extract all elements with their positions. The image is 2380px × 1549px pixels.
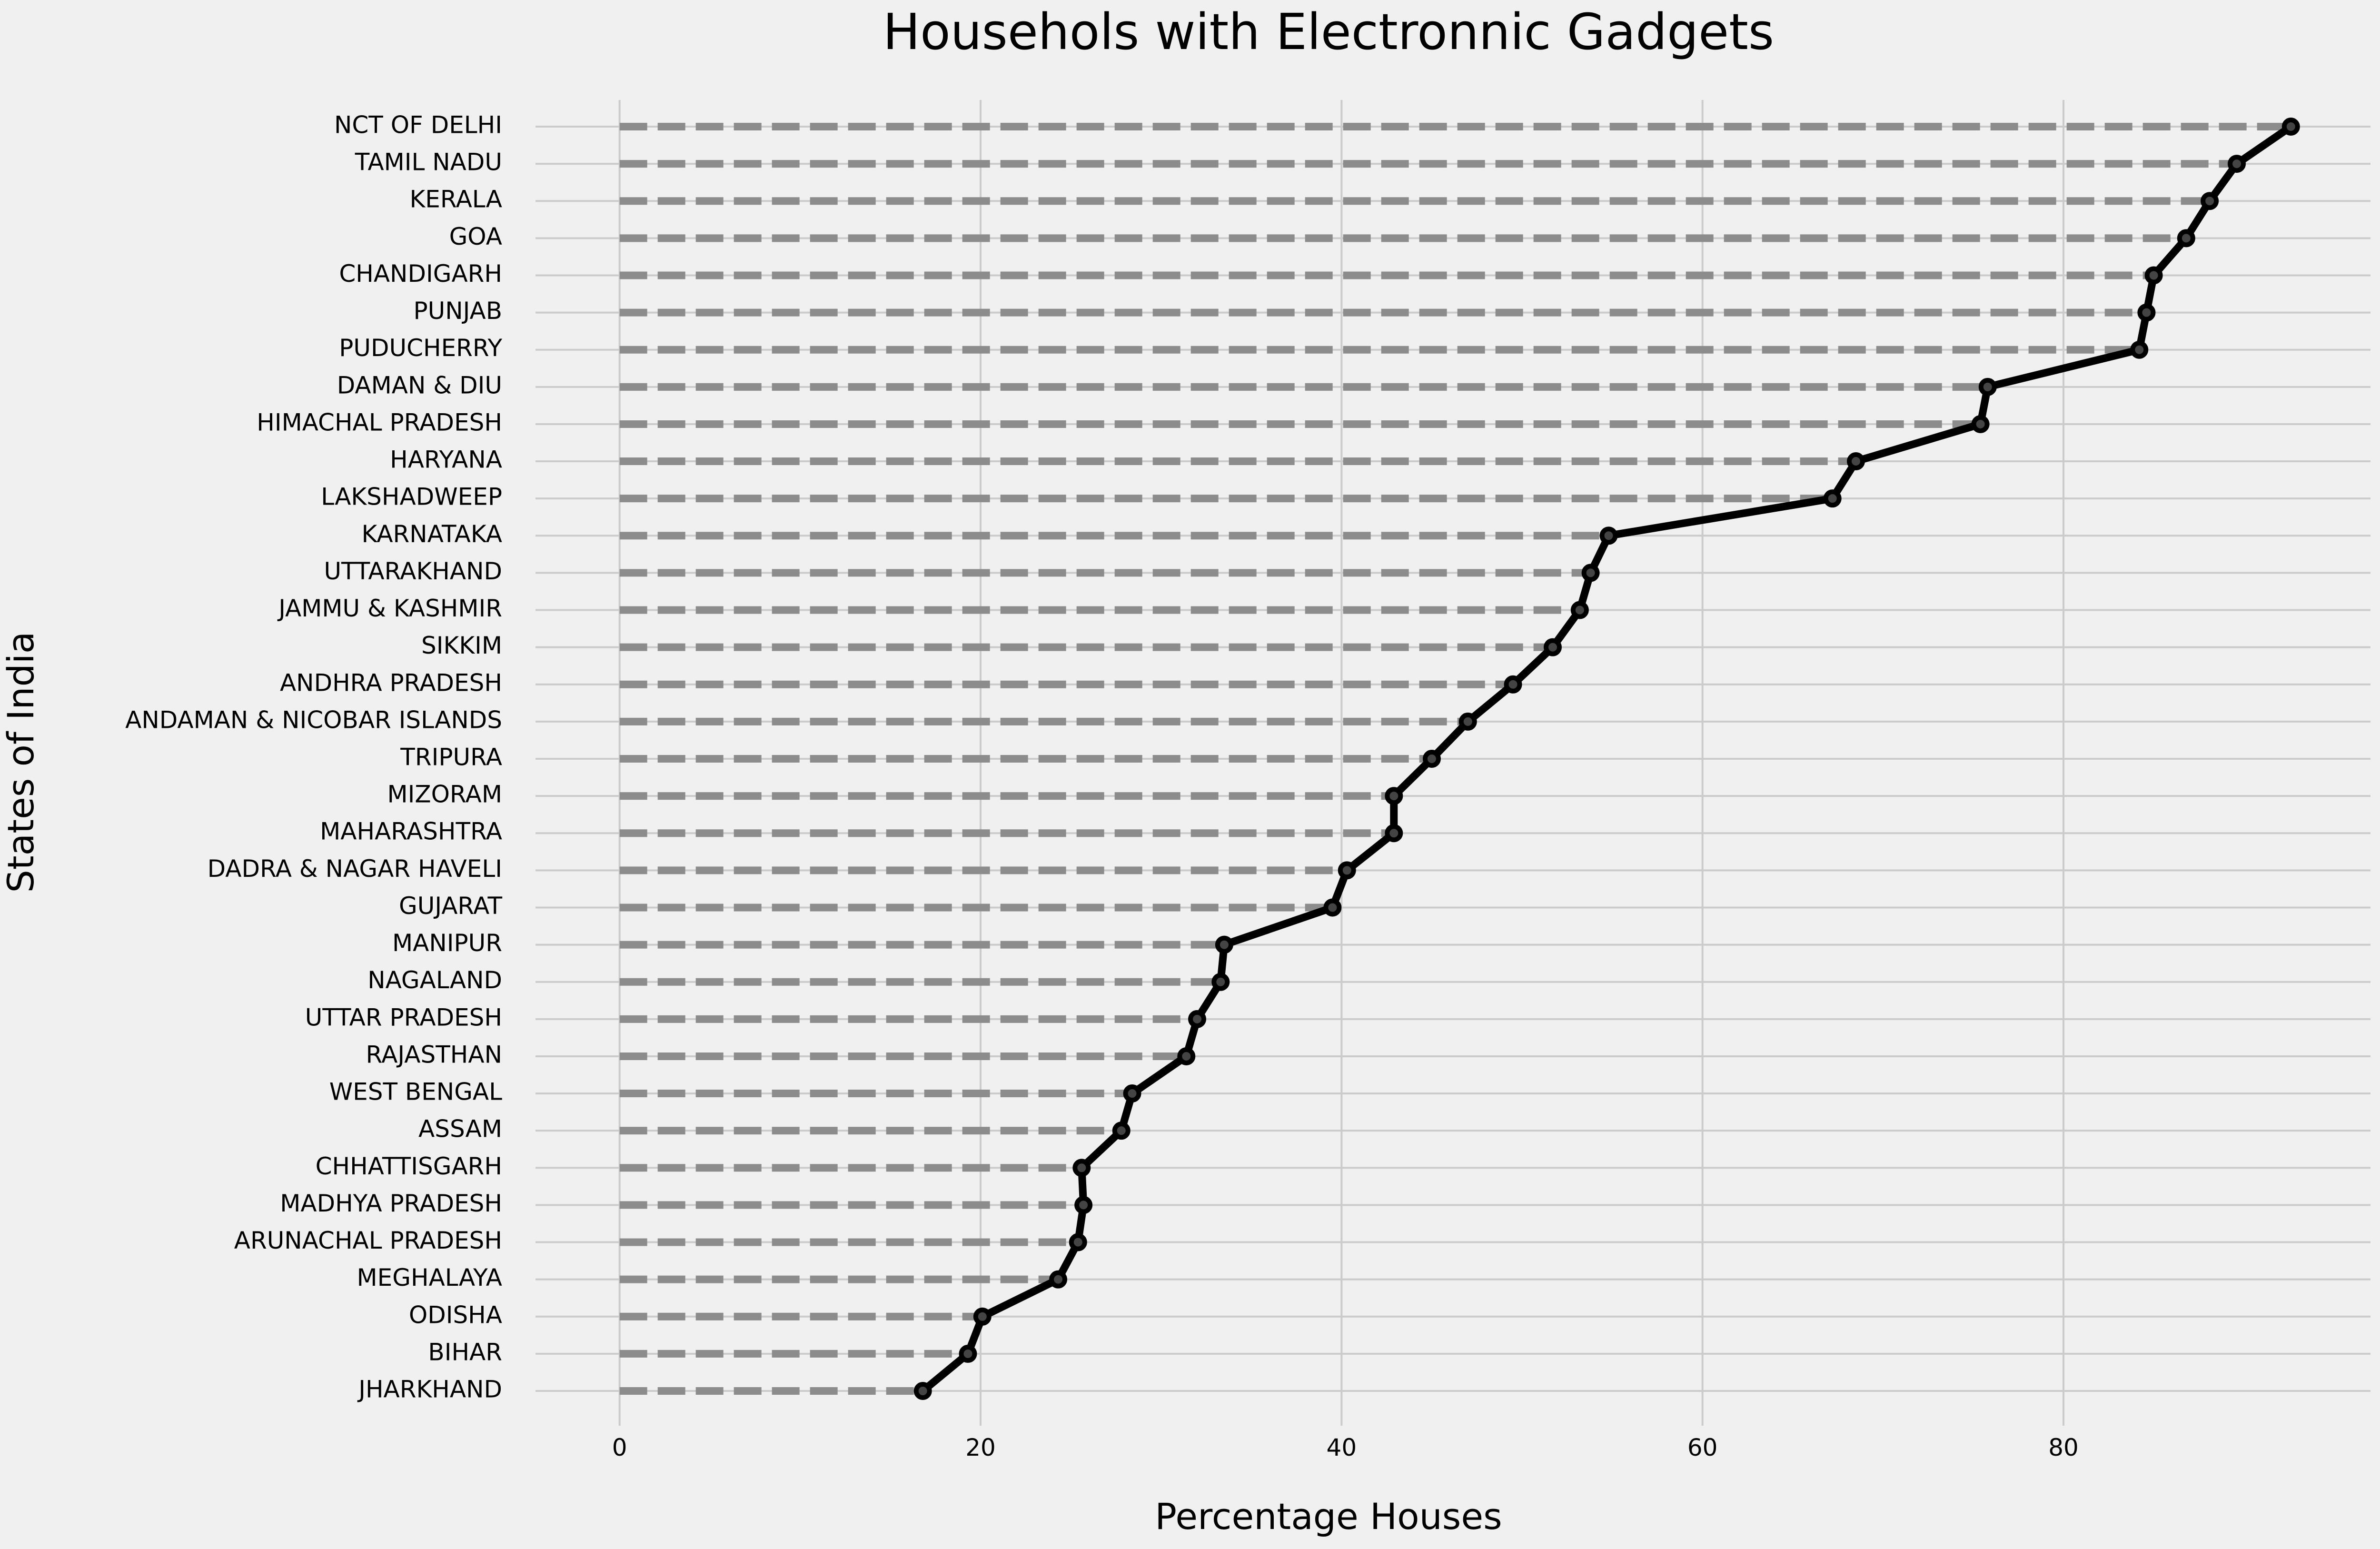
y-tick-label: MEGHALAYA xyxy=(357,1264,502,1291)
data-point xyxy=(1072,1159,1091,1177)
y-tick-label: SIKKIM xyxy=(421,632,502,659)
y-tick-label: MADHYA PRADESH xyxy=(280,1190,502,1217)
data-point xyxy=(1215,935,1233,954)
y-tick-label: UTTARAKHAND xyxy=(324,557,502,585)
data-point xyxy=(959,1344,977,1363)
data-point xyxy=(1385,787,1403,805)
y-tick-label: PUNJAB xyxy=(413,297,502,325)
y-tick-label: DADRA & NAGAR HAVELI xyxy=(208,855,502,883)
x-axis-label: Percentage Houses xyxy=(1155,1495,1502,1538)
markers xyxy=(913,118,2300,1400)
data-point xyxy=(1069,1233,1087,1251)
y-tick-label: ANDAMAN & NICOBAR ISLANDS xyxy=(125,706,502,734)
y-tick-label: JHARKHAND xyxy=(357,1376,502,1403)
data-point xyxy=(1978,377,1997,396)
data-point xyxy=(913,1382,932,1400)
data-point xyxy=(1323,898,1342,917)
y-tick-label: UTTAR PRADESH xyxy=(305,1003,502,1031)
data-point xyxy=(2281,118,2300,136)
y-tick-label: RAJASTHAN xyxy=(366,1041,502,1068)
data-point xyxy=(2130,340,2149,359)
data-point xyxy=(1599,526,1618,545)
data-point xyxy=(1338,861,1356,880)
data-point xyxy=(1074,1196,1093,1214)
y-tick-label: JAMMU & KASHMIR xyxy=(277,595,502,622)
y-tick-label: KARNATAKA xyxy=(361,520,502,548)
x-tick-labels: 0 20 40 60 80 xyxy=(612,1434,2079,1461)
y-tick-label: TAMIL NADU xyxy=(355,149,502,176)
y-tick-labels: NCT OF DELHI TAMIL NADU KERALA GOA CHANDIGAR… xyxy=(125,111,502,1403)
data-point xyxy=(1385,824,1403,843)
y-tick-label: NAGALAND xyxy=(367,966,502,994)
x-tick-label: 0 xyxy=(612,1434,627,1461)
y-tick-label: GOA xyxy=(449,223,502,250)
data-point xyxy=(2144,266,2163,285)
data-point xyxy=(1570,601,1589,619)
y-tick-label: ANDHRA PRADESH xyxy=(280,669,502,696)
data-point xyxy=(2177,229,2195,248)
y-tick-label: LAKSHADWEEP xyxy=(321,483,502,511)
y-tick-label: WEST BENGAL xyxy=(329,1078,502,1106)
data-point xyxy=(1823,489,1842,508)
grid xyxy=(536,100,2370,1426)
data-point xyxy=(973,1307,992,1326)
data-point xyxy=(1581,564,1600,582)
data-point xyxy=(1971,415,1990,433)
y-tick-label: MIZORAM xyxy=(387,781,502,808)
data-point xyxy=(1504,675,1522,694)
y-tick-label: CHHATTISGARH xyxy=(316,1152,502,1180)
x-tick-label: 80 xyxy=(2048,1434,2079,1461)
data-point xyxy=(2201,192,2219,210)
y-tick-label: HIMACHAL PRADESH xyxy=(257,408,502,436)
data-point xyxy=(1211,973,1230,991)
y-tick-label: MAHARASHTRA xyxy=(320,818,502,845)
y-tick-label: DAMAN & DIU xyxy=(337,371,502,399)
data-point xyxy=(1422,750,1441,768)
data-point xyxy=(1543,638,1562,656)
y-tick-label: PUDUCHERRY xyxy=(339,334,502,362)
y-axis-label: States of India xyxy=(0,632,42,893)
data-point xyxy=(1123,1084,1141,1103)
data-point xyxy=(1177,1047,1196,1065)
y-tick-label: ODISHA xyxy=(409,1301,502,1329)
data-point xyxy=(2137,303,2156,322)
y-tick-label: GUJARAT xyxy=(399,892,502,920)
y-tick-label: NCT OF DELHI xyxy=(334,111,502,139)
y-tick-label: CHANDIGARH xyxy=(339,260,502,288)
data-point xyxy=(1049,1270,1068,1289)
y-tick-label: KERALA xyxy=(409,186,502,213)
x-tick-label: 20 xyxy=(965,1434,996,1461)
y-tick-label: TRIPURA xyxy=(400,744,502,771)
data-point xyxy=(1188,1010,1207,1028)
y-tick-label: HARYANA xyxy=(390,446,502,474)
data-point xyxy=(1846,452,1865,471)
y-tick-label: ARUNACHAL PRADESH xyxy=(234,1227,502,1254)
y-tick-label: ASSAM xyxy=(418,1115,502,1143)
x-tick-label: 60 xyxy=(1687,1434,1718,1461)
y-tick-label: BIHAR xyxy=(428,1338,502,1366)
dashed-stems xyxy=(619,123,2291,1395)
data-point xyxy=(2228,155,2246,173)
data-point xyxy=(1458,712,1477,731)
y-tick-label: MANIPUR xyxy=(392,929,502,957)
chart-title: Househols with Electronnic Gadgets xyxy=(883,3,1774,61)
data-point xyxy=(1112,1122,1130,1140)
x-tick-label: 40 xyxy=(1327,1434,1357,1461)
